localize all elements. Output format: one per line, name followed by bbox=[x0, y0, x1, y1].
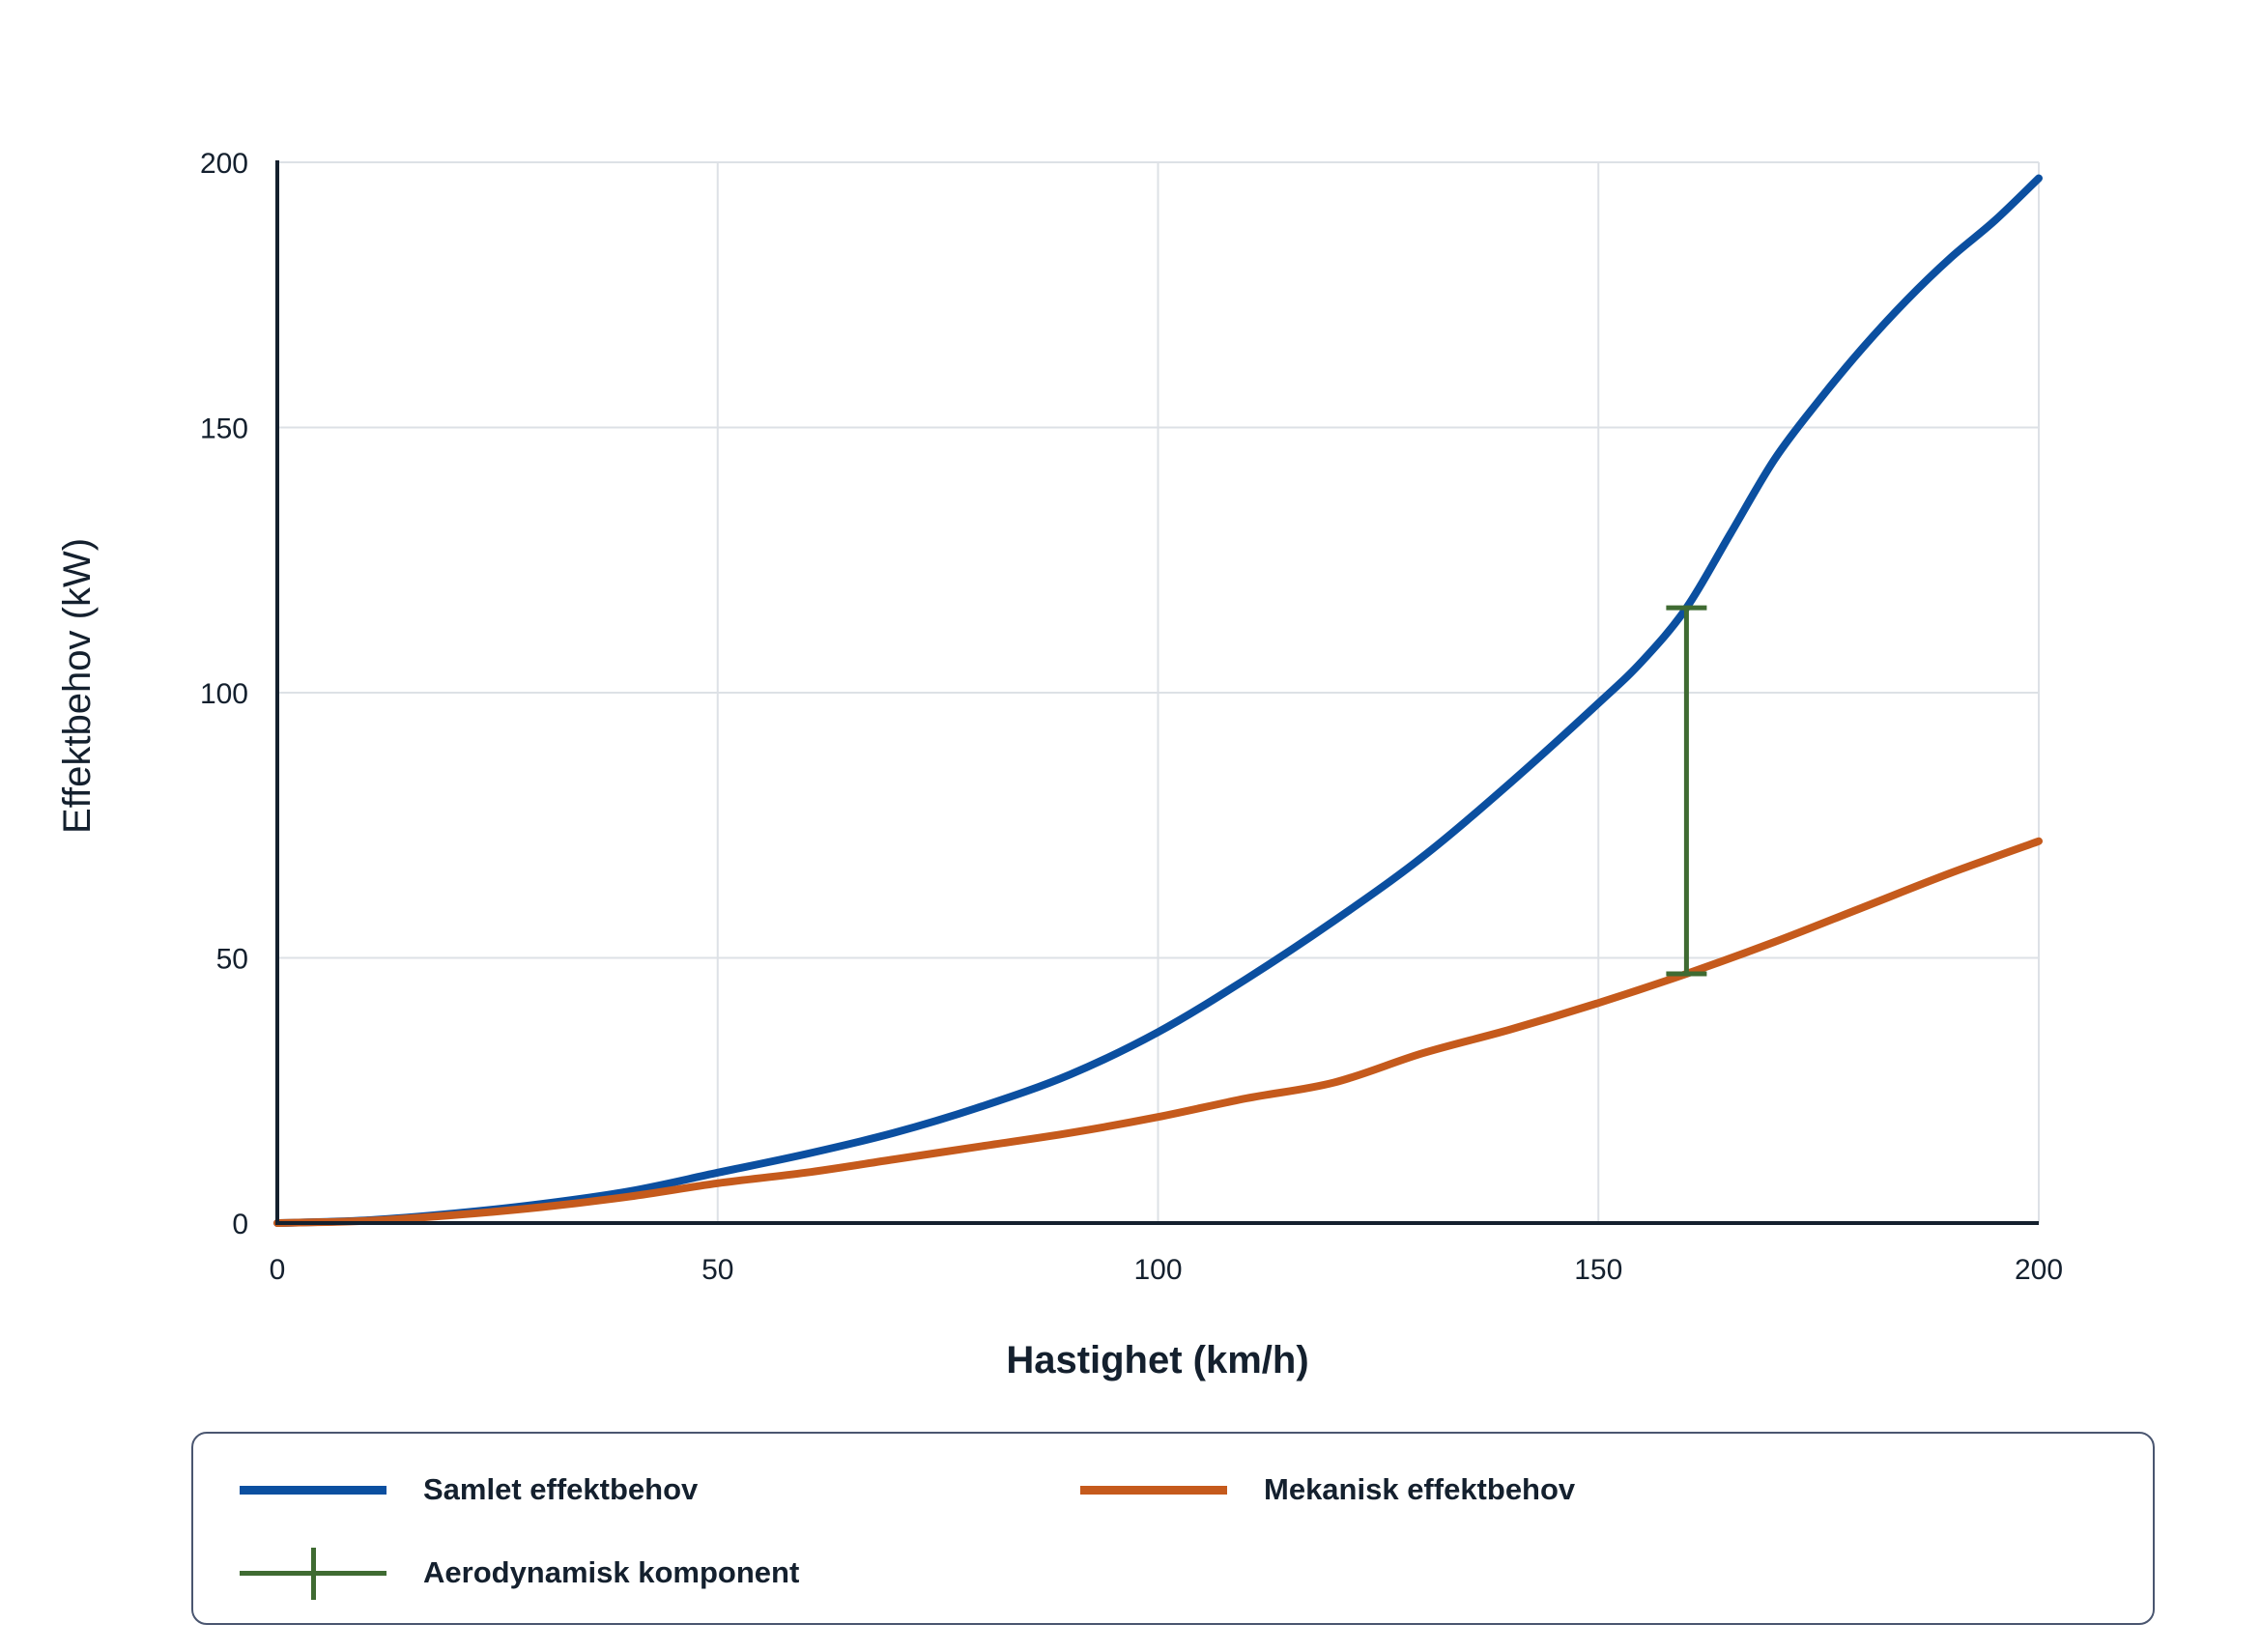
legend: Samlet effektbehov Mekanisk effektbehov … bbox=[191, 1432, 2155, 1625]
legend-label-samlet: Samlet effektbehov bbox=[423, 1472, 699, 1506]
legend-item-mekanisk[interactable]: Mekanisk effektbehov bbox=[1080, 1470, 1575, 1509]
legend-swatch-mekanisk bbox=[1080, 1470, 1227, 1509]
legend-swatch-samlet bbox=[240, 1470, 386, 1509]
legend-label-aerodynamisk: Aerodynamisk komponent bbox=[423, 1555, 800, 1589]
series-layer bbox=[273, 174, 2043, 1227]
series-line-mekanisk bbox=[273, 837, 2043, 1227]
x-tick-label-1: 50 bbox=[701, 1254, 733, 1286]
x-tick-label-3: 150 bbox=[1574, 1254, 1622, 1286]
legend-swatch-aerodynamisk bbox=[240, 1548, 386, 1600]
y-tick-label-2: 100 bbox=[200, 678, 248, 710]
legend-item-samlet[interactable]: Samlet effektbehov bbox=[240, 1470, 698, 1509]
y-tick-label-4: 200 bbox=[200, 148, 248, 180]
y-tick-label-3: 150 bbox=[200, 413, 248, 445]
annotation-layer bbox=[1666, 605, 1707, 977]
x-tick-label-2: 100 bbox=[1133, 1254, 1182, 1286]
x-tick-label-4: 200 bbox=[2015, 1254, 2063, 1286]
y-tick-label-0: 0 bbox=[232, 1209, 248, 1240]
legend-label-mekanisk: Mekanisk effektbehov bbox=[1264, 1472, 1576, 1506]
grid bbox=[276, 161, 2040, 1224]
tick-labels: 0 50 100 150 200 0 50 100 150 200 bbox=[200, 148, 2063, 1286]
legend-item-aerodynamisk[interactable]: Aerodynamisk komponent bbox=[240, 1548, 800, 1600]
x-tick-label-0: 0 bbox=[270, 1254, 286, 1286]
series-line-samlet bbox=[273, 174, 2043, 1227]
x-axis-title: Hastighet (km/h) bbox=[1006, 1339, 1308, 1381]
y-tick-label-1: 50 bbox=[216, 944, 248, 976]
axes bbox=[275, 160, 2039, 1225]
y-axis-title: Effektbehov (kW) bbox=[56, 538, 99, 834]
